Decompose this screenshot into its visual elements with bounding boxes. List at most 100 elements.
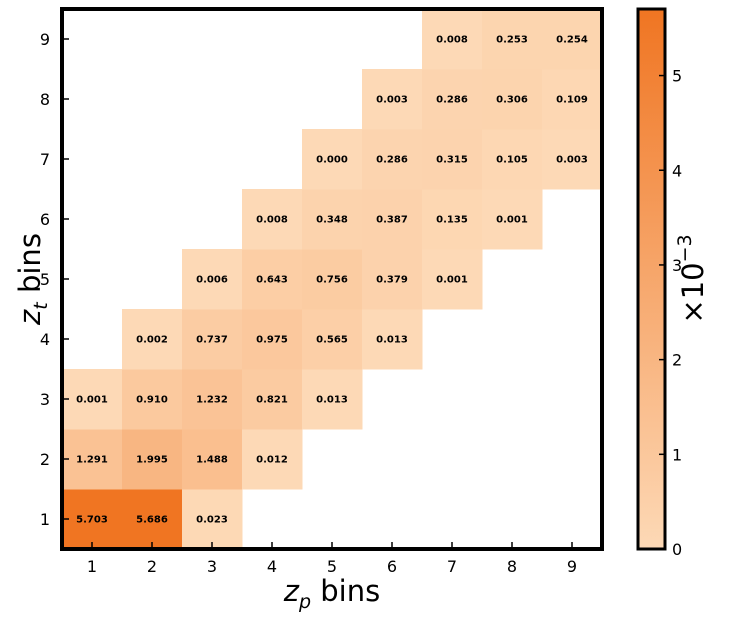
y-axis-ticks: 1 2 3 4 5 6 7 8 9 (40, 30, 69, 529)
x-axis-ticks: 1 2 3 4 5 6 7 8 9 (87, 542, 577, 576)
heatmap-cell (422, 69, 483, 130)
cell-value-label: 0.910 (136, 395, 168, 406)
y-tick-label: 1 (40, 510, 50, 529)
cell-value-label: 0.006 (196, 275, 228, 286)
heatmap-cell (122, 489, 183, 550)
heatmap-cell (242, 189, 303, 250)
colorbar-tick-label: 1 (672, 445, 682, 464)
cell-value-label: 0.105 (496, 155, 528, 166)
heatmap-cell (182, 489, 243, 550)
cell-value-label: 5.703 (76, 515, 108, 526)
x-axis-label: zp bins (283, 574, 380, 613)
heatmap-cell (482, 189, 543, 250)
heatmap-cell (242, 429, 303, 490)
heatmap-cell (62, 369, 123, 430)
heatmap-cell (542, 69, 603, 130)
cell-value-label: 0.737 (196, 335, 228, 346)
cell-value-label: 0.756 (316, 275, 348, 286)
cell-value-label: 0.001 (496, 215, 528, 226)
colorbar-ticks: 0 1 2 3 4 5 (659, 67, 682, 559)
heatmap-cell (482, 69, 543, 130)
cell-value-label: 0.012 (256, 455, 288, 466)
cell-value-label: 0.565 (316, 335, 348, 346)
heatmap-cell (182, 249, 243, 310)
x-tick-label: 3 (207, 557, 217, 576)
heatmap-cell (482, 129, 543, 190)
heatmap-cell (122, 309, 183, 370)
colorbar-tick-label: 5 (672, 67, 682, 86)
heatmap-cell (362, 249, 423, 310)
x-tick-label: 5 (327, 557, 337, 576)
cell-value-label: 0.286 (376, 155, 408, 166)
cell-value-label: 0.003 (376, 95, 408, 106)
y-tick-label: 3 (40, 390, 50, 409)
y-tick-label: 5 (40, 270, 50, 289)
cell-value-label: 0.135 (436, 215, 468, 226)
colorbar-tick-label: 4 (672, 161, 682, 180)
heatmap-cell (302, 249, 363, 310)
x-tick-label: 7 (447, 557, 457, 576)
heatmap-cell (122, 369, 183, 430)
cell-value-label: 0.003 (556, 155, 588, 166)
x-tick-label: 4 (267, 557, 277, 576)
cell-value-label: 1.291 (76, 455, 108, 466)
cell-value-label: 0.254 (556, 35, 588, 46)
heatmap-cell (242, 369, 303, 430)
cell-value-label: 0.253 (496, 35, 528, 46)
x-tick-label: 8 (507, 557, 517, 576)
heatmap-cell (362, 69, 423, 130)
y-tick-label: 4 (40, 330, 50, 349)
heatmap-cell (62, 489, 123, 550)
cell-value-label: 0.643 (256, 275, 288, 286)
heatmap-cell (422, 9, 483, 70)
x-tick-label: 2 (147, 557, 157, 576)
heatmap-cell (302, 129, 363, 190)
cell-value-label: 0.109 (556, 95, 588, 106)
colorbar-tick-label: 0 (672, 540, 682, 559)
heatmap-cell (182, 429, 243, 490)
cell-value-label: 0.013 (316, 395, 348, 406)
cell-value-label: 0.975 (256, 335, 288, 346)
heatmap-cell (182, 309, 243, 370)
heatmap-cell (302, 189, 363, 250)
y-axis-label: zt bins (13, 233, 52, 326)
cell-value-label: 0.315 (436, 155, 468, 166)
cell-value-label: 0.002 (136, 335, 168, 346)
heatmap-cell (542, 129, 603, 190)
heatmap-cell (62, 429, 123, 490)
x-tick-label: 1 (87, 557, 97, 576)
heatmap-cell (422, 249, 483, 310)
cell-value-label: 0.001 (76, 395, 108, 406)
colorbar-label: ×10−3 (674, 234, 710, 323)
heatmap-cell (242, 249, 303, 310)
cell-value-label: 1.488 (196, 455, 228, 466)
heatmap-cell (122, 429, 183, 490)
heatmap-cell (542, 9, 603, 70)
heatmap-cell (362, 129, 423, 190)
heatmap-cell (422, 129, 483, 190)
colorbar-tick-label: 2 (672, 351, 682, 370)
heatmap-cell (242, 309, 303, 370)
cell-value-label: 0.023 (196, 515, 228, 526)
y-tick-label: 8 (40, 90, 50, 109)
cell-value-label: 0.008 (256, 215, 288, 226)
cell-value-label: 0.013 (376, 335, 408, 346)
heatmap-cell (182, 369, 243, 430)
heatmap-cell (482, 9, 543, 70)
cell-value-label: 0.387 (376, 215, 408, 226)
heatmap-cells (62, 9, 603, 550)
cell-value-label: 0.821 (256, 395, 288, 406)
y-tick-label: 2 (40, 450, 50, 469)
y-tick-label: 6 (40, 210, 50, 229)
cell-value-label: 0.286 (436, 95, 468, 106)
cell-value-label: 0.379 (376, 275, 408, 286)
heatmap-cell (302, 369, 363, 430)
cell-value-label: 5.686 (136, 515, 168, 526)
cell-value-label: 0.008 (436, 35, 468, 46)
colorbar (636, 7, 667, 551)
cell-value-label: 0.000 (316, 155, 348, 166)
colorbar-tick-label: 3 (672, 256, 682, 275)
heatmap-cell-labels: 5.703 5.686 0.023 1.291 1.995 1.488 0.012 0.001… (76, 35, 588, 526)
